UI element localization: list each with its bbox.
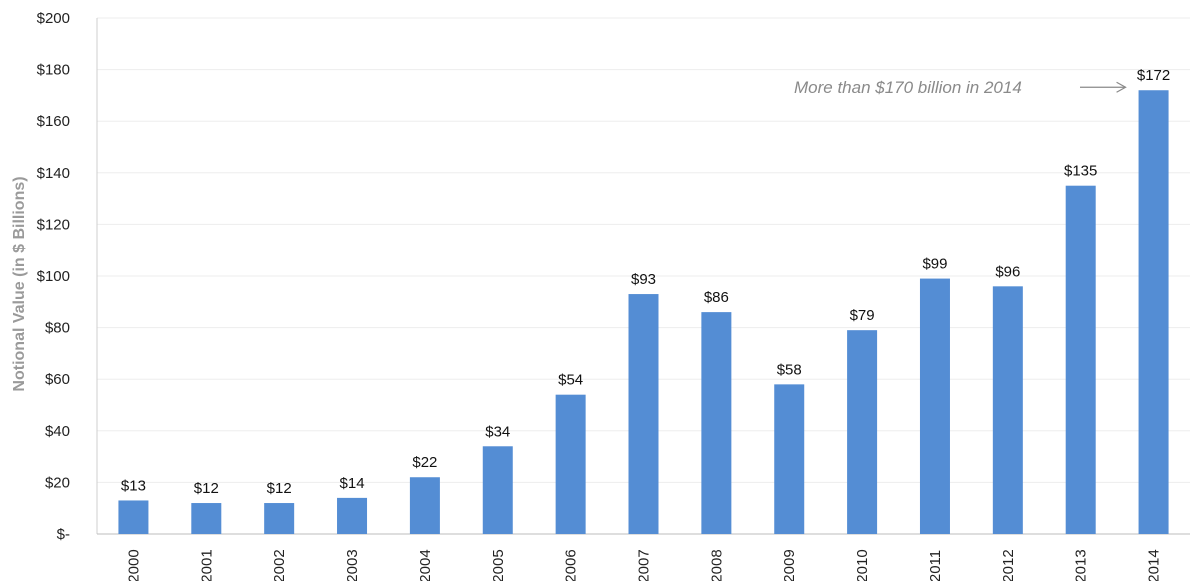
data-label-2009: $58 xyxy=(777,361,802,378)
y-tick-label: $180 xyxy=(37,62,70,79)
data-label-2010: $79 xyxy=(850,307,875,324)
y-tick-label: $140 xyxy=(37,165,70,182)
data-labels: $13 $12 $12 $14 $22 $34 $54 $93 $86 $58 $79 $99 $96 $… xyxy=(121,67,1170,497)
data-label-2013: $135 xyxy=(1064,163,1097,180)
data-label-2011: $99 xyxy=(922,256,947,273)
bar-2007 xyxy=(628,294,659,534)
data-label-2001: $12 xyxy=(194,480,219,497)
y-tick-label: $160 xyxy=(37,113,70,130)
y-tick-label: $80 xyxy=(45,320,70,337)
x-tick-label-2000: 2000 xyxy=(125,549,142,581)
y-tick-label: $60 xyxy=(45,371,70,388)
bar-2003 xyxy=(337,497,368,534)
x-tick-label-2014: 2014 xyxy=(1146,549,1163,581)
y-tick-label: $40 xyxy=(45,423,70,440)
bar-2006 xyxy=(555,394,586,534)
x-tick-label-2011: 2011 xyxy=(927,550,944,581)
bar-2000 xyxy=(118,500,149,534)
data-label-2014: $172 xyxy=(1137,67,1170,84)
y-tick-label: $20 xyxy=(45,474,70,491)
arrow-head xyxy=(1116,81,1127,93)
data-label-2004: $22 xyxy=(412,454,437,471)
bar-2009 xyxy=(774,384,805,534)
x-tick-label-2008: 2008 xyxy=(708,549,725,581)
data-label-2007: $93 xyxy=(631,271,656,288)
y-tick-label: $200 xyxy=(37,10,70,27)
annotation-text: More than $170 billion in 2014 xyxy=(794,78,1022,97)
bar-2008 xyxy=(701,312,732,534)
x-tick-label-2001: 2001 xyxy=(198,549,215,581)
data-label-2002: $12 xyxy=(267,480,292,497)
bars xyxy=(118,90,1169,535)
data-label-2003: $14 xyxy=(340,475,365,492)
bar-2011 xyxy=(919,278,950,534)
bar-2014 xyxy=(1138,90,1169,535)
bar-2001 xyxy=(191,503,222,534)
x-tick-label-2005: 2005 xyxy=(490,549,507,581)
x-tick-label-2009: 2009 xyxy=(781,549,798,581)
bar-2002 xyxy=(264,503,295,534)
bar-2013 xyxy=(1065,185,1096,534)
x-tick-label-2006: 2006 xyxy=(563,549,580,581)
x-tick-label-2013: 2013 xyxy=(1073,549,1090,581)
bar-2005 xyxy=(482,446,513,534)
y-axis-ticks: $- $20 $40 $60 $80 $100 $120 $140 $160 $180 $200 xyxy=(37,10,70,543)
data-label-2008: $86 xyxy=(704,289,729,306)
data-label-2005: $34 xyxy=(485,423,510,440)
y-tick-label: $100 xyxy=(37,268,70,285)
bar-2010 xyxy=(847,330,878,534)
x-axis-ticks: 2000 2001 2002 2003 2004 2005 2006 2007 2008 2009… xyxy=(125,549,1162,581)
gridlines xyxy=(97,17,1190,483)
y-tick-label: $120 xyxy=(37,216,70,233)
y-axis-label: Notional Value (in $ Billions) xyxy=(11,176,28,391)
x-tick-label-2003: 2003 xyxy=(344,549,361,581)
x-tick-label-2012: 2012 xyxy=(1000,549,1017,581)
bar-2004 xyxy=(409,477,440,534)
data-label-2012: $96 xyxy=(995,263,1020,280)
data-label-2000: $13 xyxy=(121,477,146,494)
x-tick-label-2002: 2002 xyxy=(271,549,288,581)
x-tick-label-2004: 2004 xyxy=(417,549,434,581)
y-tick-label: $- xyxy=(57,526,70,543)
annotation-arrow xyxy=(1080,81,1127,93)
x-tick-label-2007: 2007 xyxy=(636,549,653,581)
bar-2012 xyxy=(992,286,1023,534)
data-label-2006: $54 xyxy=(558,372,583,389)
x-tick-label-2010: 2010 xyxy=(854,549,871,581)
